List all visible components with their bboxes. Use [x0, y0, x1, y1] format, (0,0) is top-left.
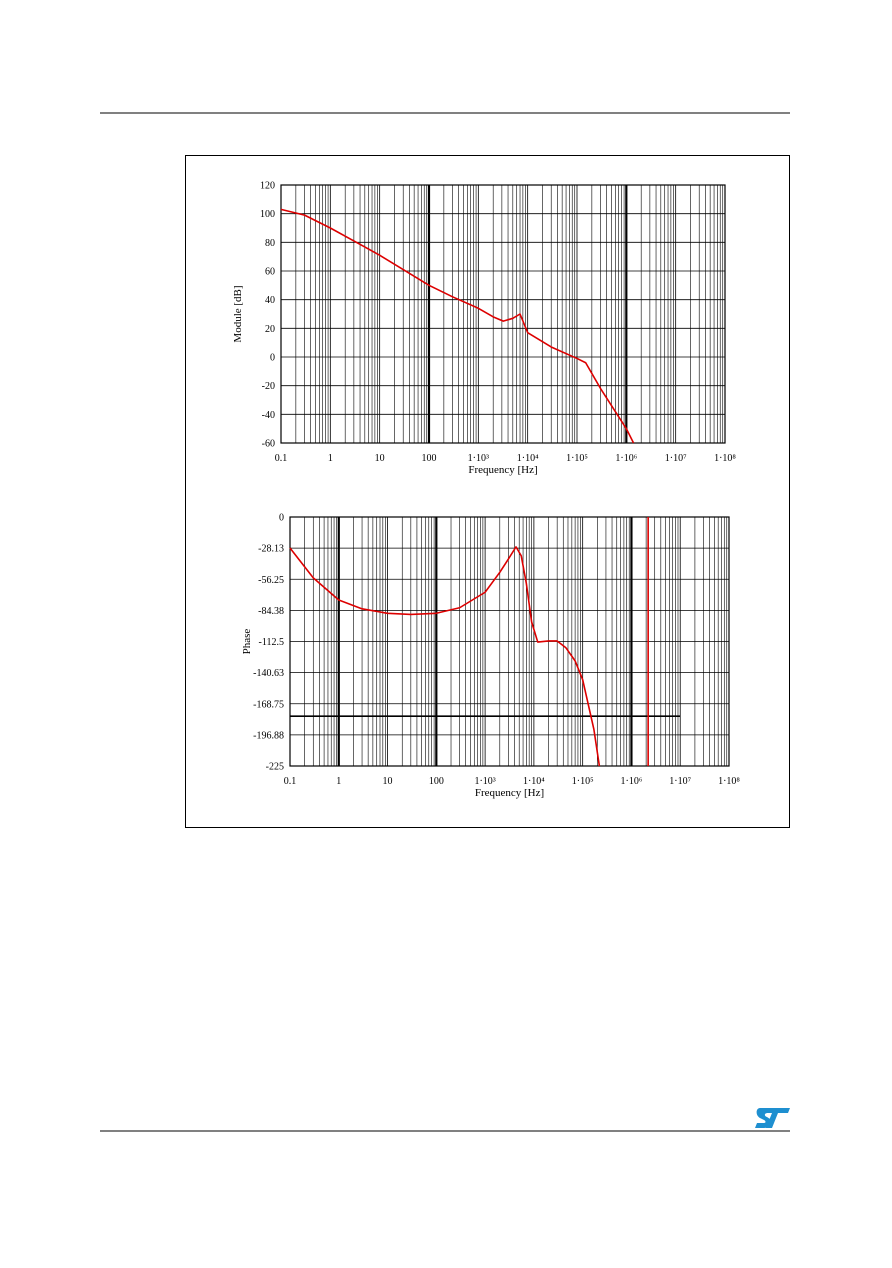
x-tick-label: 1·10³ — [474, 776, 495, 787]
x-tick-label: 100 — [422, 453, 437, 464]
x-tick-label: 10 — [375, 453, 385, 464]
x-tick-label: 1·10⁵ — [566, 453, 588, 464]
y-axis-label: Module [dB] — [232, 285, 244, 342]
y-tick-label: -40 — [262, 410, 275, 421]
x-tick-label: 1 — [328, 453, 333, 464]
plot-frame — [280, 184, 726, 444]
y-tick-label: -225 — [266, 762, 284, 773]
y-tick-label: 100 — [260, 209, 275, 220]
logo — [755, 1108, 790, 1128]
x-tick-label: 1·10⁵ — [572, 776, 594, 787]
logo-mark — [755, 1108, 790, 1128]
x-tick-label: 1·10⁶ — [615, 453, 637, 464]
y-tick-label: -196.88 — [253, 730, 284, 741]
y-tick-label: 40 — [265, 295, 275, 306]
y-tick-label: -84.38 — [258, 606, 284, 617]
y-tick-label: -168.75 — [253, 699, 284, 710]
y-tick-label: -140.63 — [253, 668, 284, 679]
x-tick-label: 100 — [429, 776, 444, 787]
x-axis-label: Frequency [Hz] — [475, 787, 544, 799]
x-tick-label: 1·10⁸ — [714, 453, 736, 464]
x-tick-label: 10 — [383, 776, 393, 787]
data-line — [289, 546, 601, 767]
y-tick-label: -20 — [262, 381, 275, 392]
data-line — [280, 208, 635, 444]
y-tick-label: 80 — [265, 238, 275, 249]
figure-frame — [185, 155, 790, 828]
plot-frame — [289, 516, 730, 767]
x-tick-label: 1·10⁷ — [665, 453, 687, 464]
x-axis-label: Frequency [Hz] — [468, 464, 537, 476]
y-tick-label: 0 — [279, 513, 284, 524]
x-tick-label: 1·10⁴ — [523, 776, 545, 787]
x-tick-label: 1·10⁶ — [621, 776, 643, 787]
y-tick-label: 20 — [265, 324, 275, 335]
chart: 0.1 1 10 100 1·10³ 1·10⁴ 1·10⁵ 1·10⁶ 1·10⁷ 1·10⁸ -… — [241, 513, 740, 800]
x-tick-label: 1·10⁴ — [517, 453, 539, 464]
x-tick-label: 0.1 — [284, 776, 297, 787]
y-tick-label: 0 — [270, 353, 275, 364]
y-tick-label: 60 — [265, 267, 275, 278]
y-axis-label: Phase — [241, 629, 253, 655]
x-tick-label: 1·10⁸ — [718, 776, 740, 787]
y-tick-label: 120 — [260, 181, 275, 192]
x-tick-label: 1·10⁷ — [669, 776, 691, 787]
chart: 0.1 1 10 100 1·10³ 1·10⁴ 1·10⁵ 1·10⁶ 1·10⁷ 1·10⁸ -… — [232, 181, 736, 477]
x-tick-label: 1 — [336, 776, 341, 787]
y-tick-label: -112.5 — [259, 637, 284, 648]
y-tick-label: -56.25 — [258, 575, 284, 586]
x-tick-label: 1·10³ — [468, 453, 489, 464]
y-tick-label: -28.13 — [258, 544, 284, 555]
x-tick-label: 0.1 — [275, 453, 288, 464]
y-tick-label: -60 — [262, 439, 275, 450]
